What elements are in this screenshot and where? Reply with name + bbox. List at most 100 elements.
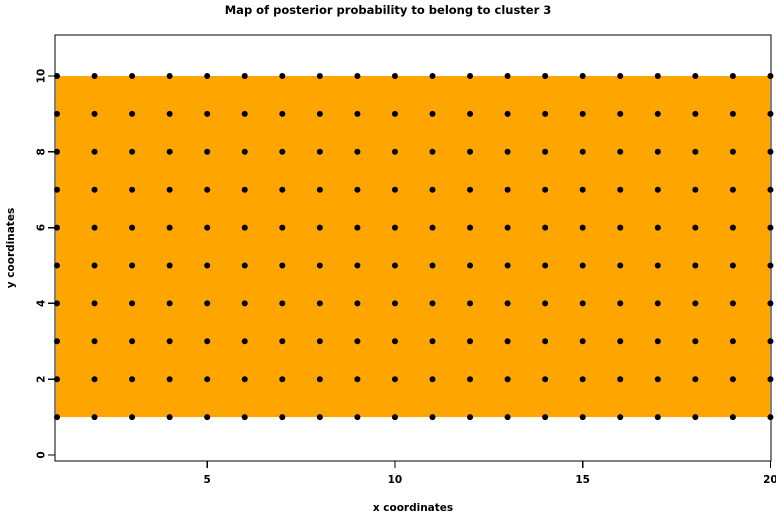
data-point (579, 73, 586, 79)
x-axis-tick-label: 20 (763, 474, 776, 486)
x-axis-tick-label: 15 (575, 474, 590, 486)
data-point (204, 414, 211, 421)
data-point (91, 110, 98, 117)
data-point (204, 338, 211, 345)
y-axis-tick-label: 8 (36, 148, 48, 155)
data-point (579, 300, 586, 307)
data-point (467, 110, 474, 117)
data-point (279, 224, 286, 231)
data-point (429, 338, 436, 345)
data-point (429, 73, 436, 79)
data-point (692, 224, 699, 231)
data-point (316, 414, 323, 421)
data-point (316, 300, 323, 307)
data-point (391, 376, 398, 383)
data-point (767, 338, 774, 345)
data-point (467, 300, 474, 307)
data-point (279, 414, 286, 421)
data-point (542, 224, 549, 231)
data-point (166, 110, 173, 117)
data-point (767, 186, 774, 193)
data-point (91, 338, 98, 345)
x-axis-tick-label: 10 (388, 474, 403, 486)
data-point (391, 110, 398, 117)
data-point (129, 338, 136, 345)
data-point (316, 110, 323, 117)
y-axis-tick-label: 2 (36, 376, 48, 383)
data-point (241, 300, 248, 307)
data-point (504, 300, 511, 307)
data-point (467, 376, 474, 383)
data-point (429, 262, 436, 269)
y-axis-tick-label: 0 (36, 451, 48, 458)
data-point (279, 300, 286, 307)
data-point (391, 338, 398, 345)
data-point (204, 224, 211, 231)
data-point (129, 262, 136, 269)
data-point (354, 224, 361, 231)
data-point (467, 186, 474, 193)
data-point (129, 414, 136, 421)
data-point (579, 224, 586, 231)
data-point (316, 73, 323, 79)
data-point (166, 262, 173, 269)
data-point (692, 414, 699, 421)
data-point (542, 300, 549, 307)
data-point (204, 300, 211, 307)
data-point (692, 300, 699, 307)
posterior-fill-region (56, 76, 770, 418)
data-point (241, 110, 248, 117)
data-point (579, 414, 586, 421)
data-point (429, 414, 436, 421)
data-point (354, 262, 361, 269)
data-point (617, 338, 624, 345)
data-point (316, 262, 323, 269)
data-point (354, 376, 361, 383)
data-point (241, 338, 248, 345)
data-point (166, 148, 173, 155)
data-point (767, 73, 774, 79)
data-point (279, 186, 286, 193)
data-point (467, 148, 474, 155)
data-point (654, 414, 661, 421)
data-point (542, 414, 549, 421)
data-point (91, 414, 98, 421)
data-point (692, 262, 699, 269)
data-point (354, 110, 361, 117)
data-point (579, 186, 586, 193)
data-point (241, 376, 248, 383)
data-point (617, 148, 624, 155)
data-point (391, 73, 398, 79)
data-point (204, 262, 211, 269)
data-point (617, 224, 624, 231)
data-point (654, 73, 661, 79)
data-point (241, 73, 248, 79)
data-point (542, 376, 549, 383)
data-point (767, 300, 774, 307)
data-point (692, 186, 699, 193)
data-point (729, 262, 736, 269)
data-point (542, 110, 549, 117)
data-point (617, 300, 624, 307)
grid-points-layer (54, 73, 774, 421)
data-point (166, 300, 173, 307)
data-point (504, 262, 511, 269)
data-point (504, 186, 511, 193)
data-point (729, 186, 736, 193)
data-point (542, 186, 549, 193)
data-point (429, 110, 436, 117)
data-point (504, 224, 511, 231)
data-point (316, 186, 323, 193)
data-point (429, 224, 436, 231)
data-point (91, 224, 98, 231)
data-point (241, 414, 248, 421)
data-point (91, 148, 98, 155)
data-point (91, 262, 98, 269)
data-point (692, 376, 699, 383)
data-point (654, 376, 661, 383)
data-point (654, 262, 661, 269)
data-point (316, 376, 323, 383)
data-point (729, 73, 736, 79)
data-point (729, 148, 736, 155)
